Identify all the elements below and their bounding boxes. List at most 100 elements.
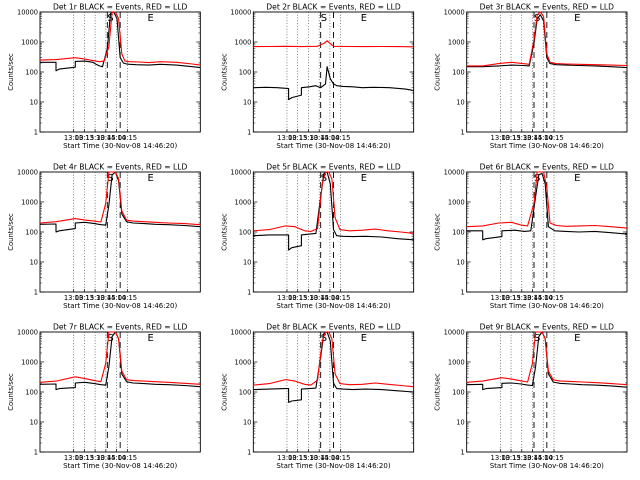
x-axis-label: Start Time (30-Nov-08 14:46:20) bbox=[276, 462, 390, 470]
series-lld-line bbox=[39, 11, 201, 66]
series-lld-line bbox=[466, 171, 628, 229]
x-tick-label: 14:00 bbox=[107, 134, 127, 142]
x-axis-label: Start Time (30-Nov-08 14:46:20) bbox=[490, 462, 604, 470]
y-tick-label: 1 bbox=[460, 288, 464, 296]
x-tick-label: 13:15 bbox=[75, 294, 95, 302]
x-tick-label: 14:15 bbox=[118, 294, 138, 302]
x-tick-label: 14:00 bbox=[533, 294, 553, 302]
x-tick-label: 13:45 bbox=[309, 454, 329, 462]
x-tick-label: 13:30 bbox=[512, 294, 532, 302]
panel-title: Det 5r BLACK = Events, RED = LLD bbox=[266, 163, 401, 172]
y-tick-label: 10 bbox=[456, 258, 464, 266]
x-tick-label: 13:00 bbox=[277, 134, 297, 142]
marker-label-s: S bbox=[107, 173, 113, 184]
detector-panel-4: Det 4r BLACK = Events, RED = LLD13:0013:… bbox=[7, 163, 201, 310]
y-tick-label: 100 bbox=[452, 68, 465, 76]
x-tick-label: 13:45 bbox=[96, 454, 116, 462]
y-tick-label: 1000 bbox=[235, 358, 252, 366]
detector-panel-8: Det 8r BLACK = Events, RED = LLD13:0013:… bbox=[220, 323, 415, 470]
x-tick-label: 13:00 bbox=[491, 294, 511, 302]
y-axis-label: Counts/sec bbox=[434, 53, 442, 91]
marker-label-s: S bbox=[321, 333, 327, 344]
y-tick-label: 10000 bbox=[17, 8, 38, 16]
x-tick-label: 13:15 bbox=[501, 134, 521, 142]
y-tick-label: 10000 bbox=[17, 328, 38, 336]
x-tick-label: 13:00 bbox=[491, 134, 511, 142]
series-events-line bbox=[466, 14, 628, 69]
x-tick-label: 13:30 bbox=[299, 134, 319, 142]
x-tick-label: 13:15 bbox=[501, 294, 521, 302]
y-tick-label: 100 bbox=[25, 68, 38, 76]
x-axis-label: Start Time (30-Nov-08 14:46:20) bbox=[490, 142, 604, 150]
x-tick-label: 13:15 bbox=[288, 134, 308, 142]
series-lld-line bbox=[253, 171, 414, 234]
x-axis-label: Start Time (30-Nov-08 14:46:20) bbox=[63, 302, 177, 310]
panel-title: Det 4r BLACK = Events, RED = LLD bbox=[53, 163, 188, 172]
x-tick-label: 13:30 bbox=[299, 454, 319, 462]
series-events-line bbox=[466, 172, 628, 241]
detector-panel-9: Det 9r BLACK = Events, RED = LLD 13:0013:… bbox=[434, 323, 628, 470]
panel-title: Det 1r BLACK = Events, RED = LLD bbox=[53, 3, 188, 12]
x-tick-label: 13:15 bbox=[75, 454, 95, 462]
y-tick-label: 1 bbox=[460, 448, 464, 456]
x-tick-label: 13:30 bbox=[512, 454, 532, 462]
y-tick-label: 1000 bbox=[21, 38, 38, 46]
y-axis-label: Counts/sec bbox=[220, 213, 228, 251]
x-tick-label: 13:30 bbox=[512, 134, 532, 142]
y-tick-label: 10000 bbox=[444, 168, 465, 176]
x-tick-label: 14:00 bbox=[320, 134, 340, 142]
y-tick-label: 10000 bbox=[444, 8, 465, 16]
x-tick-label: 14:15 bbox=[118, 134, 138, 142]
y-tick-label: 10000 bbox=[230, 328, 251, 336]
x-tick-label: 13:00 bbox=[64, 134, 84, 142]
y-tick-label: 100 bbox=[25, 388, 38, 396]
detector-panel-6: Det 6r BLACK = Events, RED = LLD 13:0013:… bbox=[434, 163, 628, 310]
x-tick-label: 13:15 bbox=[501, 454, 521, 462]
detector-panel-1: Det 1r BLACK = Events, RED = LLD13:0013:… bbox=[7, 3, 201, 150]
y-tick-label: 1 bbox=[247, 288, 251, 296]
y-axis-label: Counts/sec bbox=[434, 373, 442, 411]
y-tick-label: 1 bbox=[34, 448, 38, 456]
detector-panel-3: Det 3r BLACK = Events, RED = LLD13:0013:… bbox=[434, 3, 628, 150]
x-tick-label: 13:00 bbox=[491, 454, 511, 462]
detector-panel-2: Det 2r BLACK = Events, RED = LLD13:0013:… bbox=[220, 3, 415, 150]
x-axis-label: Start Time (30-Nov-08 14:46:20) bbox=[276, 142, 390, 150]
y-axis-label: Counts/sec bbox=[220, 373, 228, 411]
y-axis-label: Counts/sec bbox=[220, 53, 228, 91]
panel-title: Det 6r BLACK = Events, RED = LLD bbox=[480, 163, 615, 172]
marker-label-e: E bbox=[147, 13, 153, 24]
x-tick-label: 13:00 bbox=[277, 454, 297, 462]
series-events-line bbox=[39, 171, 201, 233]
series-lld-line bbox=[39, 331, 201, 385]
y-tick-label: 1 bbox=[247, 128, 251, 136]
x-tick-label: 14:15 bbox=[544, 134, 564, 142]
x-tick-label: 13:30 bbox=[85, 134, 105, 142]
x-tick-label: 13:45 bbox=[96, 134, 116, 142]
panel-title: Det 9r BLACK = Events, RED = LLD bbox=[480, 323, 615, 332]
y-tick-label: 1000 bbox=[235, 38, 252, 46]
series-lld-line bbox=[466, 11, 628, 67]
y-axis-label: Counts/sec bbox=[7, 53, 15, 91]
y-tick-label: 1000 bbox=[448, 358, 465, 366]
y-tick-label: 1000 bbox=[21, 358, 38, 366]
y-tick-label: 10 bbox=[456, 418, 464, 426]
x-tick-label: 14:00 bbox=[533, 454, 553, 462]
y-tick-label: 10 bbox=[30, 418, 38, 426]
x-tick-label: 13:15 bbox=[288, 454, 308, 462]
y-tick-label: 100 bbox=[239, 388, 252, 396]
y-tick-label: 10 bbox=[30, 258, 38, 266]
marker-label-e: E bbox=[361, 13, 367, 24]
y-tick-label: 10 bbox=[456, 98, 464, 106]
x-tick-label: 14:15 bbox=[331, 294, 351, 302]
x-tick-label: 14:00 bbox=[533, 134, 553, 142]
x-tick-label: 13:45 bbox=[309, 134, 329, 142]
x-tick-label: 14:00 bbox=[107, 294, 127, 302]
x-tick-label: 14:15 bbox=[118, 454, 138, 462]
marker-label-s: S bbox=[321, 13, 327, 24]
y-tick-label: 100 bbox=[452, 388, 465, 396]
x-tick-label: 13:30 bbox=[85, 294, 105, 302]
marker-label-e: E bbox=[574, 333, 580, 344]
y-tick-label: 100 bbox=[239, 68, 252, 76]
series-lld-line bbox=[466, 331, 628, 386]
